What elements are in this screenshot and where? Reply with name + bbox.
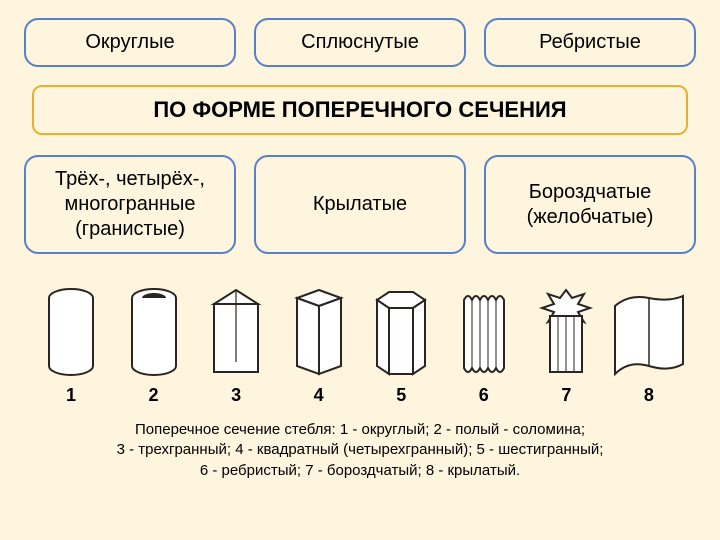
shape-slot-2: 2 — [115, 286, 193, 406]
shape-number: 5 — [396, 385, 406, 406]
shape-number: 7 — [561, 385, 571, 406]
page: Округлые Сплюснутые Ребристые ПО ФОРМЕ П… — [0, 0, 720, 540]
shape-number: 3 — [231, 385, 241, 406]
pill-ribbed: Ребристые — [484, 18, 696, 67]
shape-number: 4 — [314, 385, 324, 406]
pill-line: (гранистые) — [32, 217, 228, 242]
section-header: ПО ФОРМЕ ПОПЕРЕЧНОГО СЕЧЕНИЯ — [32, 85, 688, 135]
caption-line: 3 - трехгранный; 4 - квадратный (четырех… — [24, 440, 696, 460]
shape-slot-7: 7 — [527, 286, 605, 406]
shape-prism6 — [371, 286, 431, 381]
pill-line: Трёх-, четырёх-, — [32, 167, 228, 192]
pill-winged: Крылатые — [254, 155, 466, 254]
shapes-row: 1 2 3 4 — [32, 276, 688, 406]
shape-cylinder-hollow — [124, 286, 184, 381]
pill-flattened: Сплюснутые — [254, 18, 466, 67]
shape-number: 8 — [644, 385, 654, 406]
shape-slot-1: 1 — [32, 286, 110, 406]
pill-line: Бороздчатые — [492, 180, 688, 205]
pill-line: Крылатые — [262, 192, 458, 217]
shape-slot-8: 8 — [610, 286, 688, 406]
pill-line: многогранные — [32, 192, 228, 217]
caption-line: Поперечное сечение стебля: 1 - округлый;… — [24, 420, 696, 440]
row-bottom: Трёх-, четырёх-, многогранные (гранистые… — [24, 155, 696, 254]
shape-number: 1 — [66, 385, 76, 406]
shape-slot-5: 5 — [362, 286, 440, 406]
shape-number: 2 — [149, 385, 159, 406]
shape-ribbed — [454, 286, 514, 381]
shape-grooved — [534, 286, 598, 381]
pill-polyhedral: Трёх-, четырёх-, многогранные (гранистые… — [24, 155, 236, 254]
shape-slot-6: 6 — [445, 286, 523, 406]
shape-slot-4: 4 — [280, 286, 358, 406]
shape-slot-3: 3 — [197, 286, 275, 406]
row-top: Округлые Сплюснутые Ребристые — [24, 18, 696, 67]
pill-line: (желобчатые) — [492, 205, 688, 230]
shape-prism3 — [206, 286, 266, 381]
shape-prism4 — [289, 286, 349, 381]
shape-cylinder-solid — [41, 286, 101, 381]
caption-line: 6 - ребристый; 7 - бороздчатый; 8 - крыл… — [24, 461, 696, 481]
pill-round: Округлые — [24, 18, 236, 67]
shape-winged — [609, 286, 689, 381]
shape-number: 6 — [479, 385, 489, 406]
caption: Поперечное сечение стебля: 1 - округлый;… — [24, 420, 696, 481]
pill-grooved: Бороздчатые (желобчатые) — [484, 155, 696, 254]
